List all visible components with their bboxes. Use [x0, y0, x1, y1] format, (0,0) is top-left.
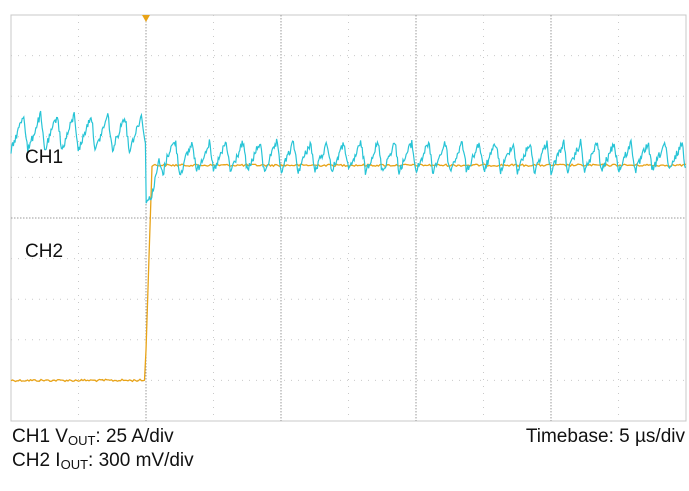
trigger-marker	[142, 15, 150, 22]
ch2-legend-scale: : 300 mV/div	[88, 450, 194, 471]
ch2-trace	[10, 110, 686, 204]
grid	[11, 15, 686, 421]
ch1-scale-legend: CH1 VOUT: 25 A/div	[12, 426, 174, 448]
ch2-legend-prefix: CH2 I	[12, 450, 61, 471]
ch1-legend-subscript: OUT	[67, 433, 96, 448]
ch1-legend-scale: : 25 A/div	[95, 426, 174, 447]
ch1-legend-prefix: CH1 V	[12, 426, 68, 447]
timebase-legend: Timebase: 5 µs/div	[525, 426, 685, 447]
oscilloscope-plot: CH1 CH2	[10, 14, 687, 422]
ch2-legend-subscript: OUT	[60, 457, 89, 472]
ch1-label: CH1	[25, 147, 63, 168]
ch2-label: CH2	[25, 241, 63, 262]
ch2-scale-legend: CH2 IOUT: 300 mV/div	[12, 450, 194, 472]
